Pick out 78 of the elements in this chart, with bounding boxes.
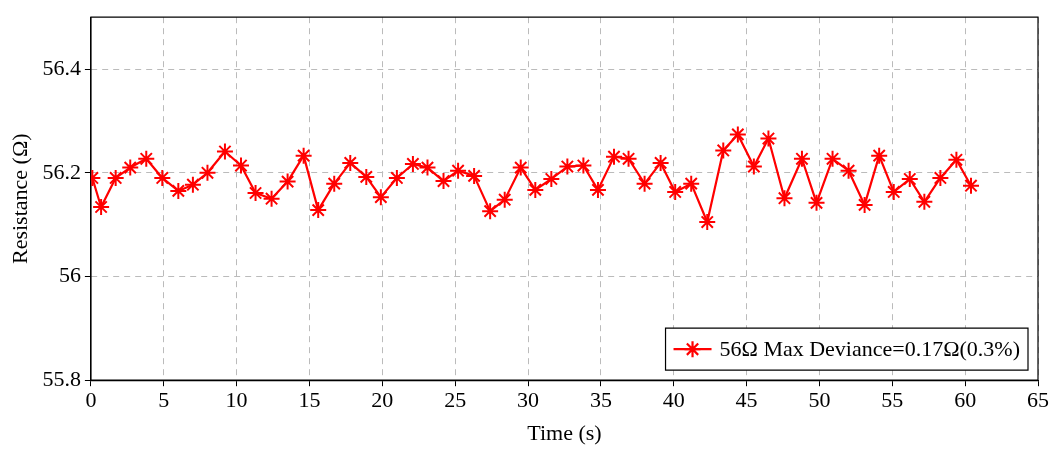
- y-tick-label: 55.8: [42, 365, 81, 391]
- point: [666, 182, 685, 201]
- point: [839, 161, 858, 180]
- point: [106, 168, 125, 187]
- point: [153, 168, 172, 187]
- point: [371, 188, 390, 207]
- point: [465, 166, 484, 185]
- x-axis-title: Time (s): [527, 419, 602, 445]
- point: [294, 146, 313, 165]
- point: [931, 168, 950, 187]
- point: [449, 161, 468, 180]
- point: [574, 156, 593, 175]
- point: [635, 174, 654, 193]
- x-tick-label: 45: [735, 387, 758, 413]
- point: [728, 125, 747, 144]
- point: [309, 201, 328, 220]
- point: [215, 142, 234, 161]
- x-tick-label: 15: [298, 387, 321, 413]
- point: [481, 202, 500, 221]
- point: [884, 182, 903, 201]
- point: [357, 167, 376, 186]
- x-tick-label: 5: [158, 387, 170, 413]
- point: [619, 149, 638, 168]
- point: [231, 156, 250, 175]
- point: [744, 157, 763, 176]
- point: [262, 189, 281, 208]
- x-tick-label: 30: [517, 387, 540, 413]
- point: [169, 181, 188, 200]
- point: [759, 129, 778, 148]
- y-axis-title: Resistance (Ω): [6, 133, 32, 264]
- x-tick-label: 40: [662, 387, 685, 413]
- point: [418, 158, 437, 177]
- point: [698, 213, 717, 232]
- point: [682, 174, 701, 193]
- point: [403, 154, 422, 173]
- point: [792, 149, 811, 168]
- point: [961, 176, 980, 195]
- point: [92, 198, 111, 216]
- y-tick-label: 56.2: [42, 158, 81, 184]
- point: [855, 195, 874, 214]
- y-tick-label: 56.4: [42, 54, 81, 80]
- x-tick-label: 50: [808, 387, 831, 413]
- point: [137, 149, 156, 168]
- point: [387, 168, 406, 187]
- point: [542, 169, 561, 188]
- x-tick-label: 35: [589, 387, 612, 413]
- point: [511, 158, 530, 177]
- legend-label: 56Ω Max Deviance=0.17Ω(0.3%): [719, 335, 1021, 361]
- point: [714, 141, 733, 160]
- point: [325, 174, 344, 193]
- point: [278, 172, 297, 191]
- point: [198, 163, 217, 182]
- point: [870, 146, 889, 165]
- point: [651, 153, 670, 172]
- point: [775, 189, 794, 208]
- x-tick-label: 0: [85, 387, 97, 413]
- point: [807, 193, 826, 212]
- point: [604, 147, 623, 166]
- point: [915, 192, 934, 211]
- point: [183, 175, 202, 194]
- point: [121, 158, 140, 177]
- x-tick-label: 25: [444, 387, 467, 413]
- point: [526, 180, 545, 199]
- x-tick-label: 55: [881, 387, 904, 413]
- y-tick-label: 56: [58, 262, 81, 288]
- point: [558, 157, 577, 176]
- point: [900, 169, 919, 188]
- point: [823, 149, 842, 168]
- x-tick-label: 20: [371, 387, 394, 413]
- point: [246, 184, 265, 202]
- x-tick-label: 10: [225, 387, 248, 413]
- x-tick-label: 65: [1027, 387, 1049, 413]
- point: [434, 172, 453, 191]
- point: [341, 153, 360, 172]
- point: [495, 190, 514, 209]
- x-tick-label: 60: [954, 387, 977, 413]
- point: [947, 150, 966, 169]
- point: [588, 180, 607, 199]
